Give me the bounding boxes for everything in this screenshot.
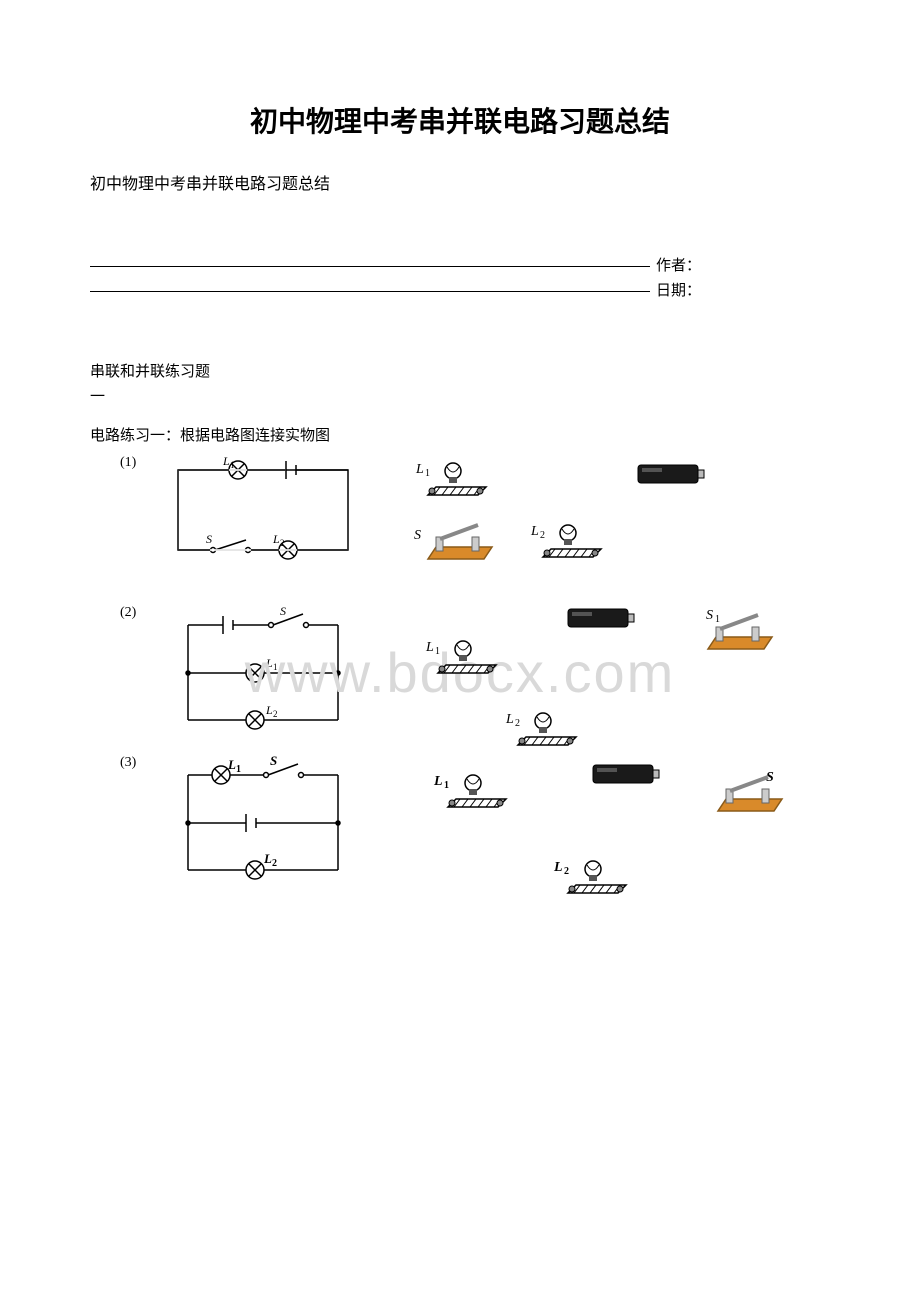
exercise-heading: 电路练习一：根据电路图连接实物图 [90,424,830,445]
svg-text:L: L [553,860,563,875]
svg-text:S: S [414,528,421,543]
svg-text:L: L [263,851,272,866]
svg-text:L: L [265,703,273,717]
svg-text:2: 2 [273,709,278,719]
row-number: (2) [90,605,168,621]
svg-text:2: 2 [564,866,569,877]
svg-text:L: L [505,712,514,727]
date-field: 日期： [90,279,830,300]
svg-text:1: 1 [273,662,278,672]
components-1: L1 S [378,455,830,595]
svg-text:L: L [530,524,539,539]
page-title: 初中物理中考串并联电路习题总结 [90,100,830,140]
row-number: (1) [90,455,168,471]
section-heading-2: 一 [90,385,830,406]
svg-text:1: 1 [236,764,241,775]
svg-text:S: S [280,605,286,618]
subtitle: 初中物理中考串并联电路习题总结 [90,170,830,194]
author-field: 作者： [90,254,830,275]
svg-text:1: 1 [715,614,720,625]
svg-text:L: L [227,757,236,772]
exercise-row: (2) S L1 [90,605,830,745]
svg-text:2: 2 [280,538,285,548]
svg-text:2: 2 [515,718,520,729]
svg-text:L: L [433,774,443,789]
svg-text:L: L [265,656,273,670]
components-2: S1 L1 L2 [378,605,830,745]
svg-text:1: 1 [444,780,449,791]
schematic-2: S L1 L2 [168,605,378,735]
svg-text:S: S [206,532,212,546]
svg-text:L: L [425,640,434,655]
svg-text:L: L [415,462,424,477]
svg-text:1: 1 [230,460,235,470]
schematic-3: L1 S L2 [168,755,378,885]
date-label: 日期： [656,283,701,299]
svg-text:1: 1 [435,646,440,657]
exercise-row: (1) L1 S L2 [90,455,830,595]
svg-text:2: 2 [272,858,277,869]
section-heading-1: 串联和并联练习题 [90,360,830,381]
svg-text:L: L [272,532,280,546]
components-3: L1 S [378,755,830,895]
exercise-row: (3) L1 S [90,755,830,895]
svg-text:L: L [222,455,230,468]
svg-text:S: S [270,755,277,768]
author-label: 作者： [656,258,701,274]
schematic-1: L1 S L2 [168,455,378,565]
row-number: (3) [90,755,168,771]
svg-text:2: 2 [540,530,545,541]
svg-text:1: 1 [425,468,430,479]
svg-text:S: S [706,608,713,623]
